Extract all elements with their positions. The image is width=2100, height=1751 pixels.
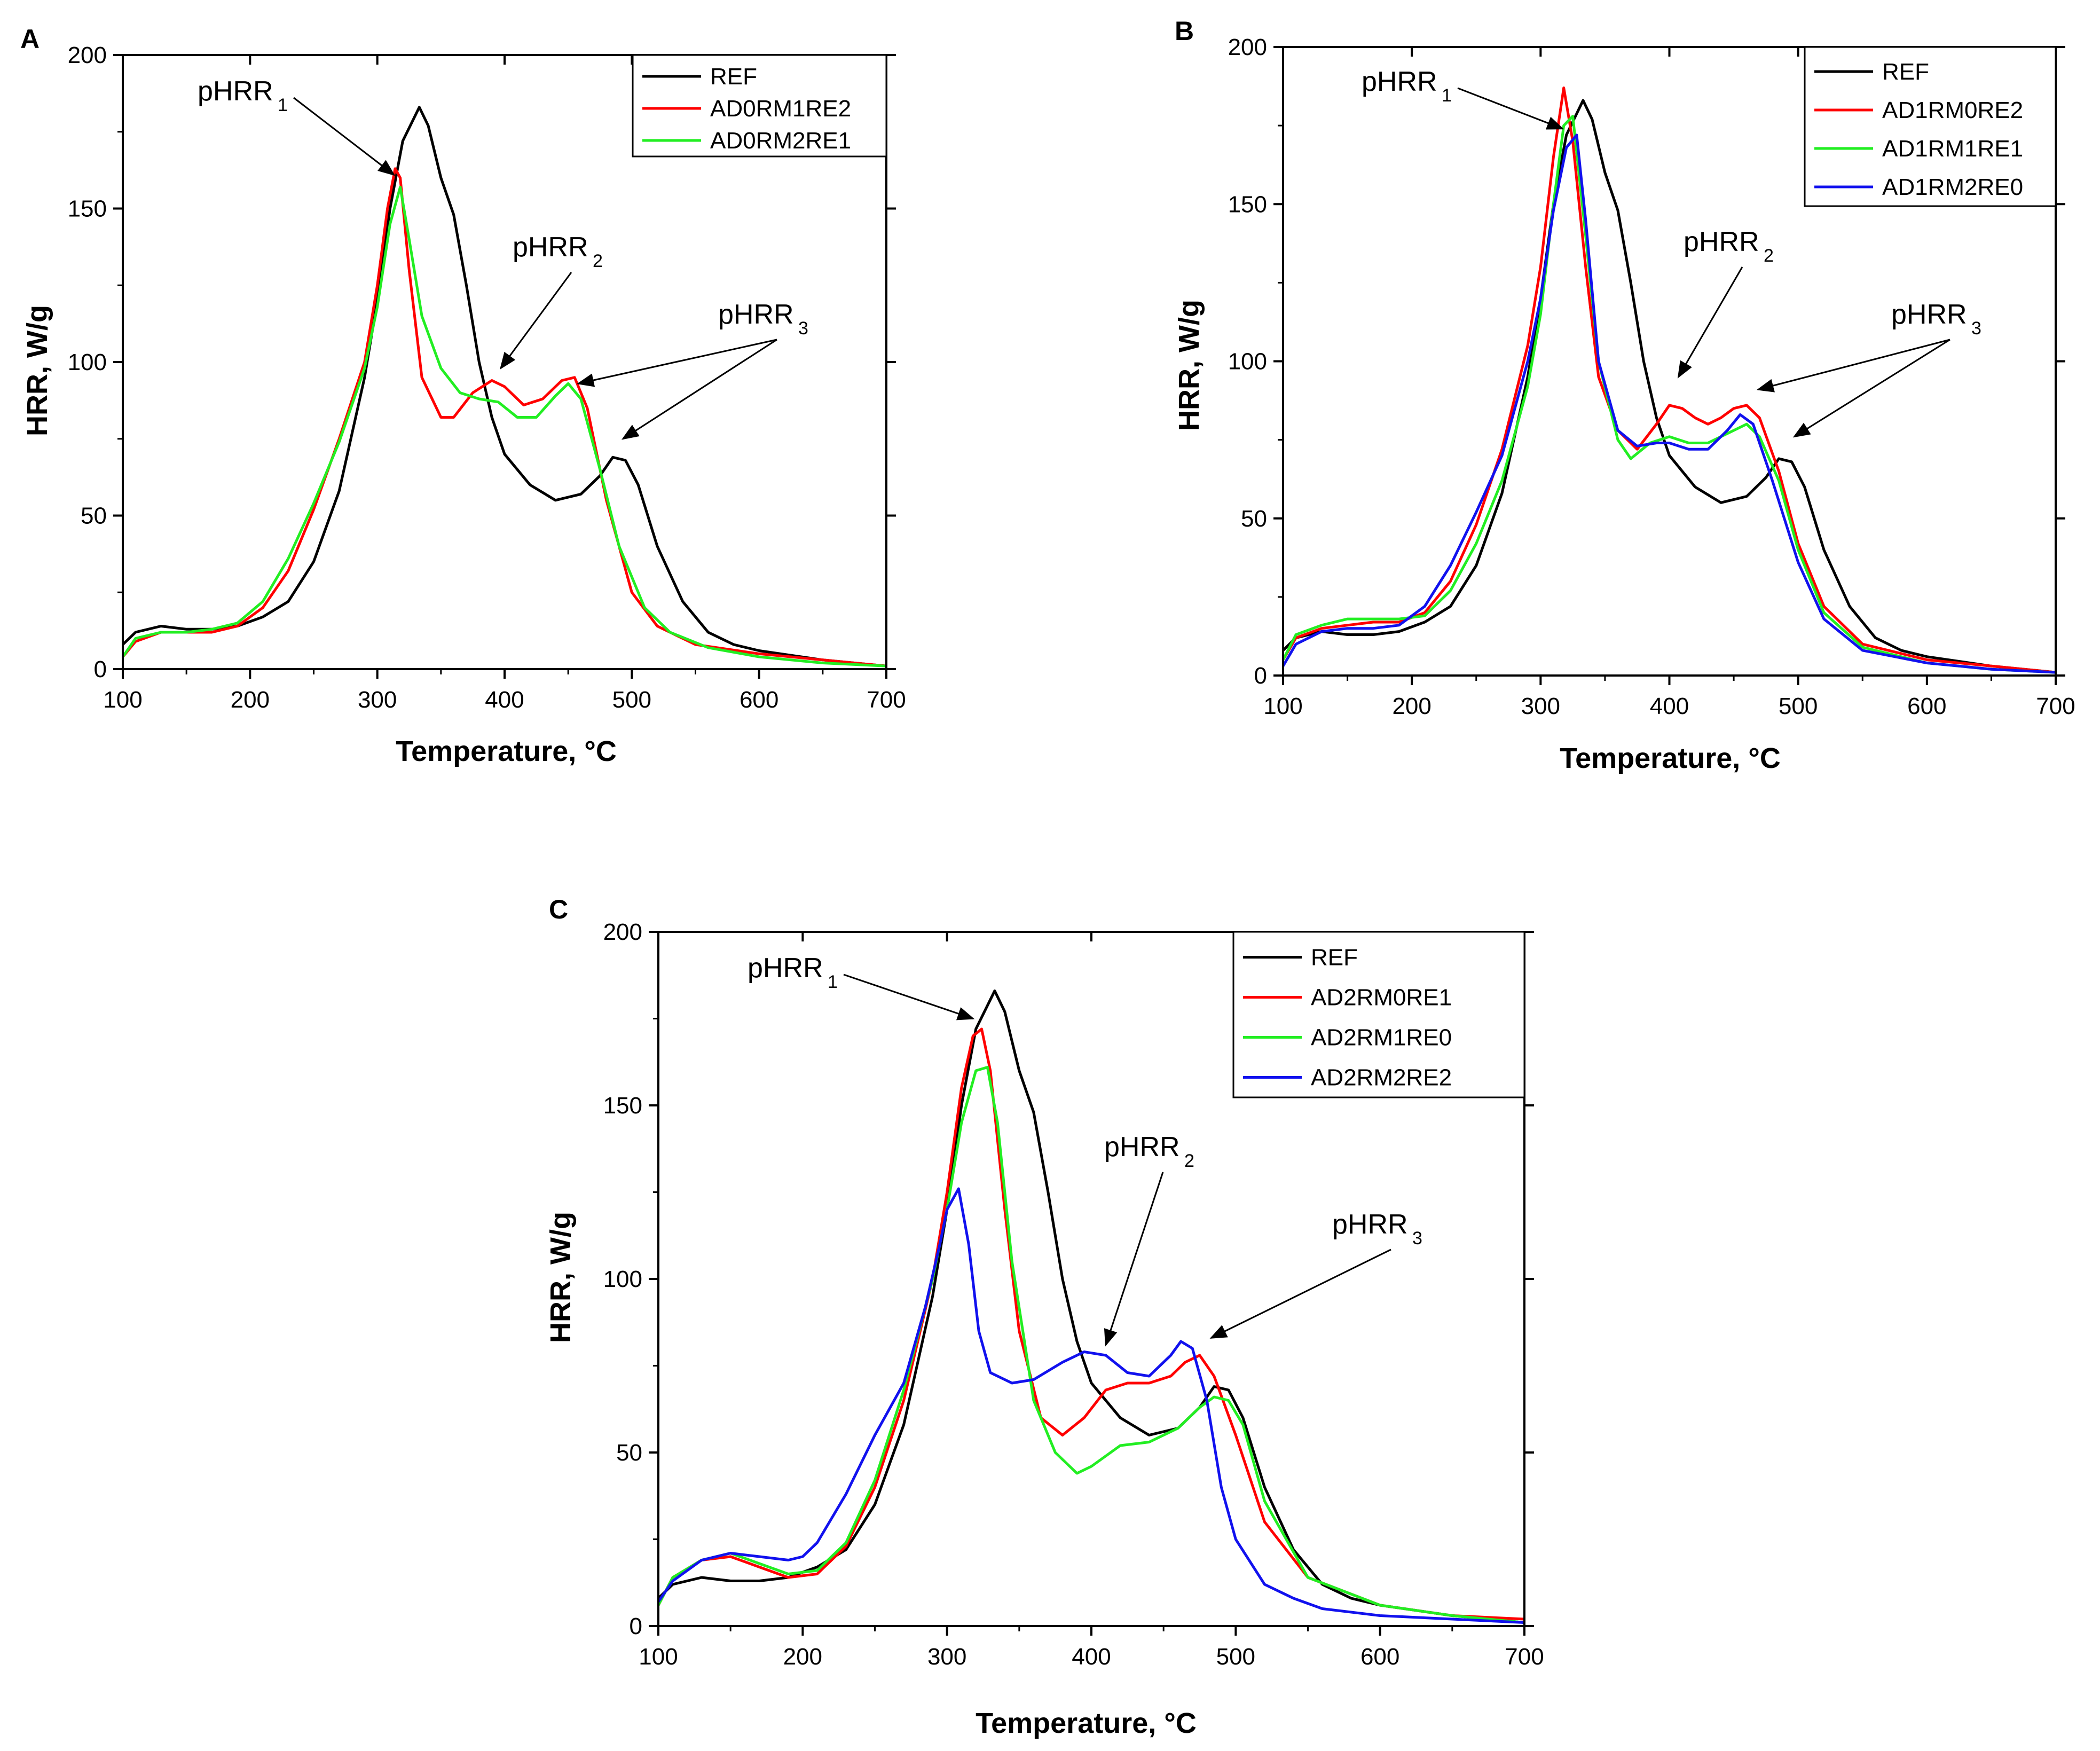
annotation-subscript: 3 <box>798 318 808 339</box>
annotation-subscript: 2 <box>1764 246 1774 266</box>
annotation-subscript: 1 <box>1442 85 1452 106</box>
series-line-ad2rm0re1 <box>658 1029 1524 1619</box>
y-tick-label: 100 <box>68 349 107 375</box>
legend-label: REF <box>1882 59 1929 85</box>
panel-label: B <box>1175 16 1194 46</box>
chart-panel-a: A Temperature, °C HRR, W/g 100 200 300 400 5… <box>20 24 906 767</box>
y-tick-label: 0 <box>1254 663 1267 689</box>
annotation-arrow <box>1758 340 1950 389</box>
annotation-label: pHRR <box>1104 1132 1180 1163</box>
annotation-arrow <box>1458 88 1562 129</box>
x-tick-label: 400 <box>1072 1644 1111 1670</box>
x-tick-label: 600 <box>1360 1644 1399 1670</box>
annotation-subscript: 2 <box>593 251 603 271</box>
legend-label: REF <box>1311 945 1358 971</box>
x-tick-label: 300 <box>358 687 397 713</box>
y-tick-label: 50 <box>81 503 107 529</box>
plot-area: 100 200 300 400 500 600 700 0 50 100 150 200 REF AD1R… <box>1228 34 2075 719</box>
y-axis-title: HRR, W/g <box>21 305 53 436</box>
legend-label: AD1RM2RE0 <box>1882 174 2023 200</box>
x-axis-title: Temperature, °C <box>1560 742 1781 774</box>
x-tick-label: 100 <box>103 687 142 713</box>
annotation-label: pHRR <box>1684 226 1759 257</box>
y-tick-label: 100 <box>1228 349 1267 375</box>
series-line-ad2rm2re2 <box>658 1189 1524 1623</box>
x-tick-label: 500 <box>1216 1644 1255 1670</box>
y-tick-label: 150 <box>68 196 107 222</box>
annotation-subscript: 1 <box>278 95 288 115</box>
x-tick-label: 700 <box>1505 1644 1544 1670</box>
series-line-ad2rm1re0 <box>658 1067 1524 1623</box>
legend-label: AD1RM0RE2 <box>1882 97 2023 123</box>
annotation-arrow <box>1106 1172 1163 1345</box>
legend-label: AD2RM1RE0 <box>1311 1025 1452 1051</box>
y-axis-title: HRR, W/g <box>545 1212 577 1343</box>
legend-label: REF <box>710 64 757 90</box>
legend-label: AD0RM1RE2 <box>710 96 851 122</box>
x-tick-label: 400 <box>1650 693 1689 719</box>
annotation-arrow <box>1211 1250 1391 1338</box>
figure-canvas: A Temperature, °C HRR, W/g 100 200 300 400 5… <box>0 0 2100 1751</box>
series-line-ad1rm2re0 <box>1283 135 2056 672</box>
legend-label: AD1RM1RE1 <box>1882 136 2023 162</box>
panel-label: A <box>20 24 40 54</box>
x-tick-label: 300 <box>927 1644 966 1670</box>
annotation-arrow <box>1794 340 1950 437</box>
x-tick-label: 500 <box>1779 693 1818 719</box>
annotation-arrow <box>578 340 777 383</box>
panel-label: C <box>549 894 568 924</box>
plot-area: 100 200 300 400 500 600 700 0 50 100 150 200 REF AD2R… <box>603 919 1544 1670</box>
y-tick-label: 50 <box>1241 506 1267 532</box>
annotation-subscript: 1 <box>828 972 838 992</box>
annotation-label: pHRR <box>748 953 823 984</box>
annotation-label: pHRR <box>1891 299 1967 330</box>
y-tick-label: 100 <box>603 1266 642 1292</box>
annotation-arrow <box>501 272 571 368</box>
legend-label: AD0RM2RE1 <box>710 128 851 154</box>
x-tick-label: 100 <box>1263 693 1302 719</box>
x-tick-label: 700 <box>2036 693 2075 719</box>
y-tick-label: 0 <box>94 656 107 682</box>
annotation-subscript: 2 <box>1184 1151 1194 1171</box>
legend-label: AD2RM2RE2 <box>1311 1065 1452 1091</box>
x-tick-label: 700 <box>867 687 906 713</box>
annotation-arrow <box>294 98 394 175</box>
annotation-arrow <box>1678 267 1742 377</box>
x-tick-label: 300 <box>1521 693 1560 719</box>
x-tick-label: 600 <box>1907 693 1946 719</box>
x-tick-label: 100 <box>639 1644 678 1670</box>
x-axis-title: Temperature, °C <box>976 1707 1197 1739</box>
series-line-ad0rm2re1 <box>123 187 886 666</box>
x-tick-label: 600 <box>740 687 778 713</box>
y-tick-label: 150 <box>603 1093 642 1119</box>
annotation-label: pHRR <box>513 232 588 263</box>
annotation-label: pHRR <box>1332 1209 1408 1240</box>
annotation-subscript: 3 <box>1412 1228 1422 1249</box>
x-tick-label: 200 <box>1392 693 1431 719</box>
y-axis-title: HRR, W/g <box>1173 300 1205 431</box>
x-axis-title: Temperature, °C <box>396 735 617 767</box>
y-tick-label: 200 <box>603 919 642 945</box>
y-tick-label: 150 <box>1228 191 1267 217</box>
y-tick-label: 200 <box>68 42 107 68</box>
y-tick-label: 50 <box>616 1440 642 1466</box>
chart-panel-b: B Temperature, °C HRR, W/g 100 200 300 400 5… <box>1173 16 2075 774</box>
x-tick-label: 200 <box>231 687 270 713</box>
annotation-label: pHRR <box>1362 66 1437 97</box>
annotation-arrow <box>623 340 777 439</box>
annotation-label: pHRR <box>198 76 273 107</box>
series-line-ad0rm1re2 <box>123 169 886 666</box>
annotation-subscript: 3 <box>1971 318 1981 339</box>
annotation-label: pHRR <box>718 299 794 330</box>
plot-area: 100 200 300 400 500 600 700 0 50 100 150 200 REF AD0R… <box>68 42 906 713</box>
legend-label: AD2RM0RE1 <box>1311 985 1452 1011</box>
y-tick-label: 0 <box>630 1613 642 1639</box>
x-tick-label: 400 <box>485 687 524 713</box>
x-tick-label: 200 <box>783 1644 822 1670</box>
annotation-arrow <box>844 975 973 1019</box>
y-tick-label: 200 <box>1228 34 1267 60</box>
x-tick-label: 500 <box>612 687 651 713</box>
chart-panel-c: C Temperature, °C HRR, W/g 100 200 300 400 5… <box>545 894 1544 1739</box>
